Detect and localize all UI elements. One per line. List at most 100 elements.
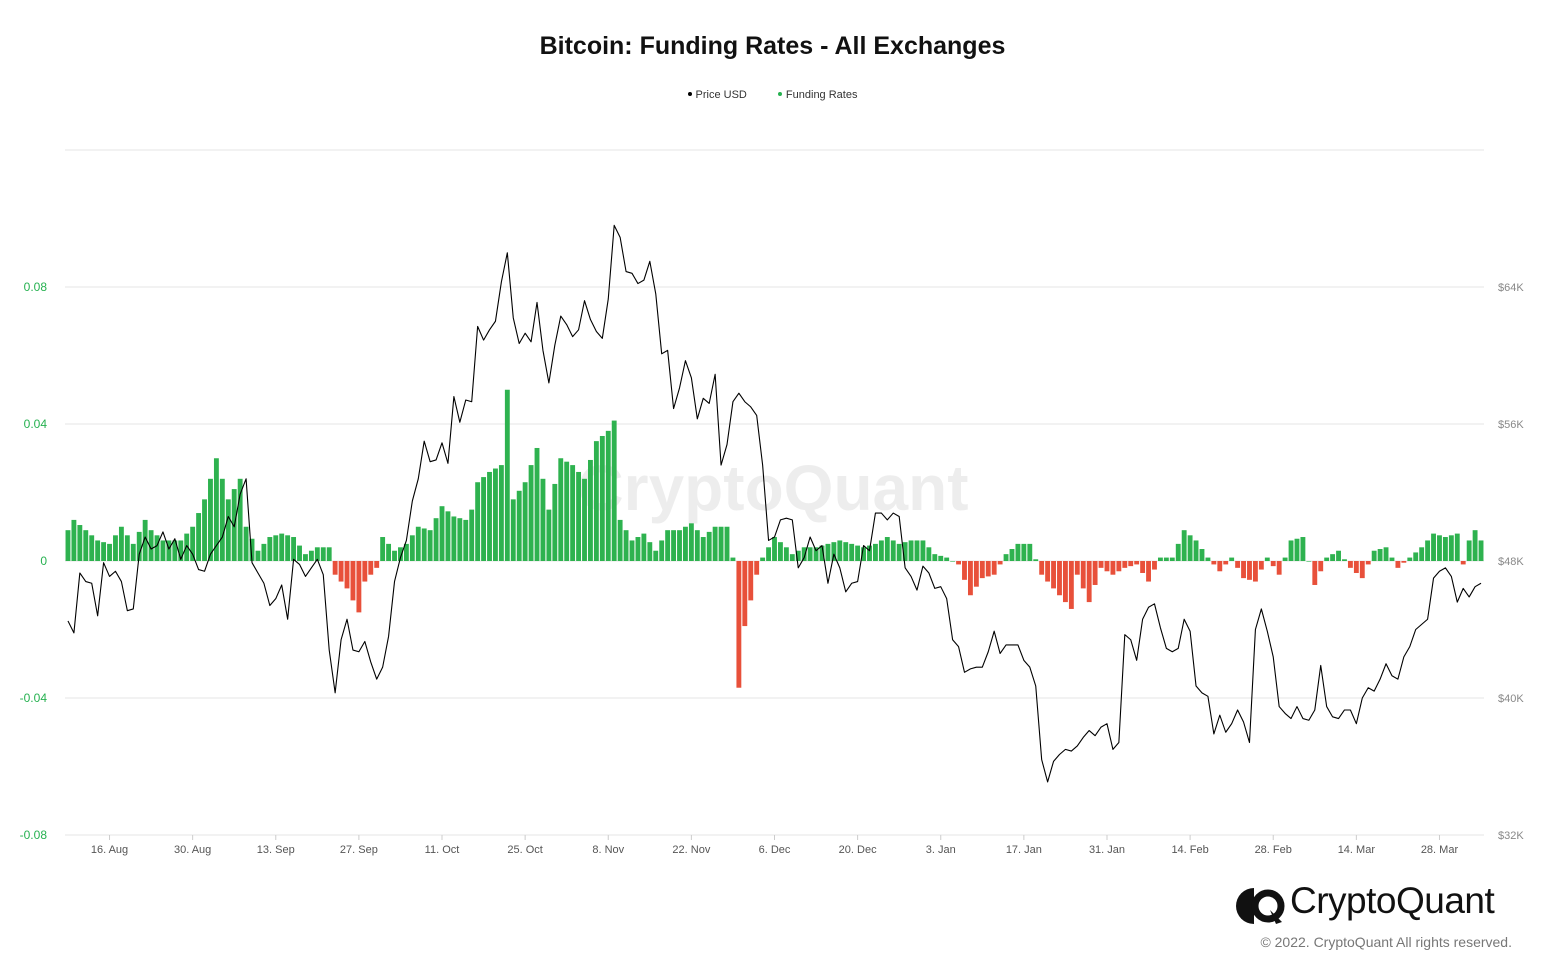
funding-bar	[1437, 535, 1442, 561]
funding-bar	[225, 499, 231, 561]
x-tick-label: 14. Mar	[1338, 844, 1376, 856]
x-tick-label: 13. Sep	[257, 844, 295, 856]
funding-bar	[457, 518, 463, 561]
x-tick-label: 3. Jan	[926, 844, 956, 856]
funding-bar	[1223, 561, 1229, 565]
funding-bar	[516, 490, 522, 561]
funding-bar	[124, 535, 130, 561]
funding-bar	[552, 483, 558, 561]
funding-bar	[867, 545, 872, 561]
funding-bar	[985, 561, 991, 577]
funding-bar	[213, 458, 219, 561]
legend-dot-funding	[777, 92, 782, 97]
funding-bar	[1175, 543, 1181, 561]
funding-bar	[1193, 540, 1199, 561]
funding-bar	[967, 561, 973, 596]
funding-bar	[588, 459, 593, 561]
funding-bar	[1258, 561, 1264, 570]
funding-bar	[1365, 561, 1371, 565]
right-axis: $64K $56K $48K $40K $32K	[1498, 282, 1524, 842]
funding-bar	[83, 530, 89, 561]
price-line-group	[67, 224, 1482, 783]
funding-bar	[481, 477, 487, 561]
funding-bar	[178, 540, 184, 561]
funding-bar	[724, 526, 730, 561]
funding-bar	[1353, 561, 1359, 573]
funding-bar	[641, 533, 647, 561]
funding-bar	[160, 540, 166, 561]
funding-bar	[712, 526, 718, 561]
funding-bar	[1015, 543, 1021, 561]
funding-bar	[979, 561, 985, 579]
funding-bar	[130, 543, 136, 561]
funding-bar	[237, 478, 243, 561]
funding-bar	[1288, 540, 1294, 561]
x-tick-label: 20. Dec	[839, 844, 877, 856]
x-tick-label: 17. Jan	[1006, 844, 1042, 856]
funding-bar	[1104, 561, 1110, 572]
funding-bar	[635, 537, 641, 561]
funding-bar	[1199, 549, 1205, 561]
funding-bar	[1211, 561, 1217, 565]
funding-bar	[142, 519, 148, 561]
funding-bar	[754, 561, 760, 575]
funding-bar	[415, 526, 421, 561]
funding-bar	[878, 540, 884, 561]
funding-bar	[113, 535, 118, 561]
funding-bar	[570, 465, 576, 561]
watermark: CryptoQuant	[577, 452, 968, 524]
funding-bar	[730, 557, 736, 561]
funding-bar	[605, 430, 611, 561]
funding-bar	[1472, 530, 1478, 561]
funding-bar	[1330, 554, 1336, 561]
left-tick-label: 0.08	[24, 280, 48, 294]
funding-bar	[1389, 557, 1395, 561]
funding-bar	[819, 545, 825, 561]
funding-bar	[558, 458, 564, 561]
funding-bar	[1312, 561, 1318, 585]
funding-bar	[1264, 557, 1270, 561]
funding-bar	[837, 540, 843, 561]
legend-item-price[interactable]: Price USD	[687, 89, 747, 101]
funding-bar	[1252, 561, 1258, 582]
cryptoquant-logo-icon	[1236, 888, 1285, 924]
funding-bar	[1163, 557, 1169, 561]
funding-bar	[219, 478, 225, 561]
funding-bar	[1359, 561, 1365, 579]
legend-item-funding[interactable]: Funding Rates	[777, 89, 857, 101]
funding-bar	[1282, 557, 1288, 561]
funding-bar	[1466, 540, 1472, 561]
funding-bar	[1324, 557, 1330, 561]
funding-bar	[700, 537, 706, 561]
funding-bar	[1009, 549, 1015, 561]
funding-bar	[843, 542, 849, 561]
funding-bar	[617, 519, 623, 561]
funding-bar	[1051, 561, 1056, 589]
funding-bar	[1045, 561, 1051, 582]
funding-bar	[807, 547, 813, 561]
funding-bar	[944, 557, 950, 561]
funding-bar	[1478, 540, 1484, 561]
funding-bar	[255, 550, 261, 561]
funding-bar	[778, 542, 783, 561]
x-tick-label: 28. Feb	[1255, 844, 1292, 856]
funding-bar	[683, 526, 688, 561]
funding-bar	[1169, 557, 1175, 561]
funding-bar	[101, 542, 107, 561]
funding-bar	[997, 561, 1003, 565]
funding-bar	[308, 550, 314, 561]
funding-bar	[1460, 561, 1466, 565]
funding-bar	[267, 537, 273, 561]
funding-bar	[896, 543, 902, 561]
funding-bar	[1241, 561, 1246, 579]
funding-rate-bars	[65, 389, 1484, 688]
funding-bar	[374, 561, 380, 568]
funding-bar	[884, 537, 890, 561]
funding-bar	[991, 561, 997, 575]
x-tick-label: 16. Aug	[91, 844, 128, 856]
funding-bar	[427, 530, 433, 561]
funding-bar	[362, 561, 368, 582]
brand-name: CryptoQuant	[1290, 880, 1495, 921]
funding-bar	[326, 547, 332, 561]
funding-bar	[795, 550, 801, 561]
